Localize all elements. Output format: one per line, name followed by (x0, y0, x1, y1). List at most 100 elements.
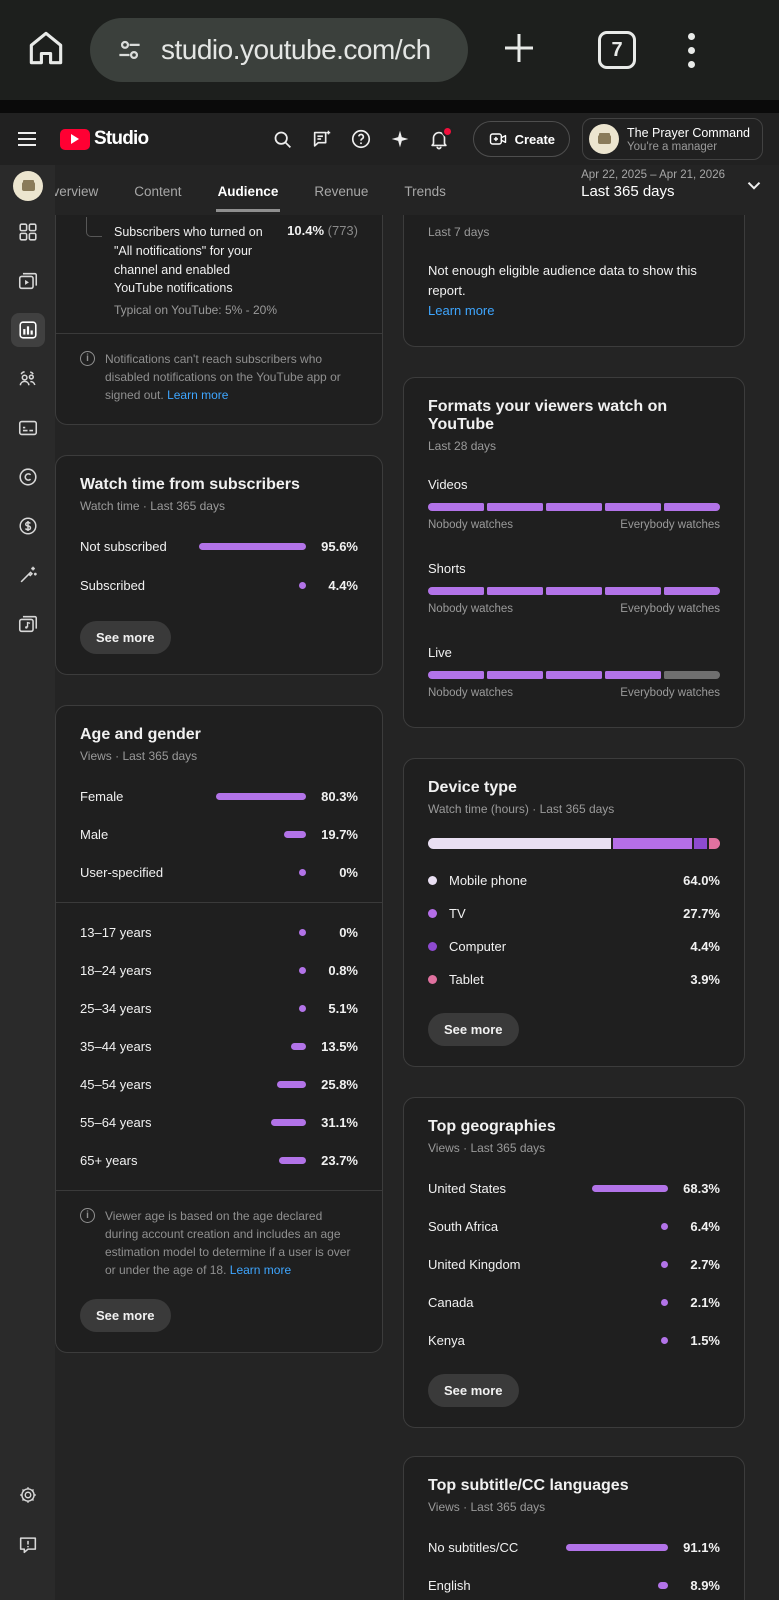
content-icon (18, 272, 37, 290)
stat-bar (283, 831, 306, 838)
stat-row: English 8.9% (428, 1578, 720, 1593)
address-bar[interactable]: studio.youtube.com/ch (90, 18, 468, 82)
see-more-button[interactable]: See more (428, 1013, 519, 1046)
search-icon (274, 131, 292, 148)
account-chip[interactable]: The Prayer Command You're a manager (582, 118, 763, 160)
create-button[interactable]: Create (472, 121, 571, 157)
gear-icon (19, 1487, 36, 1503)
tab-content[interactable]: Content (134, 183, 182, 199)
search-button[interactable] (272, 128, 294, 150)
date-range-picker[interactable]: Apr 22, 2025 – Apr 21, 2026 Last 365 day… (581, 169, 765, 200)
notifications-note: i Notifications can't reach subscribers … (80, 350, 358, 404)
card-subtitle: Last 7 days (428, 225, 490, 239)
stat-bar (658, 1582, 668, 1589)
see-more-button[interactable]: See more (80, 621, 171, 654)
stat-bar (279, 1157, 306, 1164)
formats-card: Formats your viewers watch on YouTube La… (403, 377, 745, 728)
analytics-content: Subscribers who turned on "All notificat… (55, 215, 779, 1600)
earn-icon (18, 517, 37, 535)
see-more-button[interactable]: See more (80, 1299, 171, 1332)
sidebar-item-content[interactable] (11, 264, 45, 298)
feedback-button[interactable] (311, 128, 333, 150)
stat-row: Male 19.7% (80, 827, 358, 842)
typical-range: Typical on YouTube: 5% - 20% (114, 303, 277, 317)
tab-audience[interactable]: Audience (215, 169, 281, 212)
stat-row: 25–34 years 5.1% (80, 1001, 358, 1016)
analytics-icon (18, 321, 37, 339)
stat-bar (290, 1043, 306, 1050)
legend-dot (428, 942, 437, 951)
legend-dot (428, 909, 437, 918)
account-role: You're a manager (627, 141, 718, 154)
stat-bar (660, 1223, 668, 1230)
tab-trends[interactable]: Trends (404, 183, 446, 199)
bell-icon (430, 131, 447, 150)
format-row-videos: Videos Nobody watches Everybody watches (428, 477, 720, 531)
metric-value: 10.4% (773) (287, 223, 358, 238)
sidebar-item-community[interactable] (11, 362, 45, 396)
tab-revenue[interactable]: Revenue (314, 183, 369, 199)
browser-menu-button[interactable] (688, 32, 695, 68)
menu-button[interactable] (18, 132, 36, 146)
sidebar-item-audio-library[interactable] (11, 607, 45, 641)
help-button[interactable] (350, 128, 372, 150)
tab-switcher-button[interactable]: 7 (598, 31, 636, 69)
sidebar-item-dashboard[interactable] (11, 215, 45, 249)
studio-logo[interactable]: Studio (60, 128, 149, 150)
card-subtitle: Watch time · Last 365 days (80, 499, 225, 513)
browser-home-button[interactable] (24, 26, 68, 75)
stat-bar (565, 1544, 668, 1551)
notifications-button[interactable] (428, 126, 453, 150)
empty-message: Not enough eligible audience data to sho… (428, 263, 697, 298)
copyright-icon (18, 468, 37, 486)
audio-library-icon (18, 615, 37, 633)
stat-bar (661, 1337, 668, 1344)
learn-more-link[interactable]: Learn more (167, 388, 229, 402)
sidebar-item-customization[interactable] (11, 558, 45, 592)
sidebar-item-feedback[interactable] (11, 1528, 45, 1562)
divider (56, 902, 382, 903)
see-more-button[interactable]: See more (428, 1374, 519, 1407)
sidebar-item-analytics[interactable] (10, 313, 45, 347)
stat-row: South Africa 6.4% (428, 1219, 720, 1234)
info-icon: i (80, 351, 95, 366)
channel-avatar[interactable] (13, 171, 43, 201)
sidebar-item-earn[interactable] (11, 509, 45, 543)
community-icon (19, 370, 36, 385)
sidebar-item-subtitles[interactable] (11, 411, 45, 445)
tab-overview[interactable]: Overview (55, 183, 99, 199)
stat-row: 18–24 years 0.8% (80, 963, 358, 978)
stat-bar (299, 929, 306, 936)
youtube-play-icon (60, 128, 90, 150)
card-subtitle: Views · Last 365 days (80, 749, 198, 763)
legend-row: TV 27.7% (428, 906, 720, 921)
sparkle-icon (391, 130, 408, 148)
learn-more-link[interactable]: Learn more (428, 303, 495, 318)
subtitles-icon (18, 420, 37, 436)
new-tab-button[interactable] (498, 27, 540, 74)
stat-bar (216, 793, 306, 800)
sparkle-button[interactable] (389, 128, 411, 150)
dashboard-icon (18, 223, 37, 241)
device-stacked-bar (428, 838, 720, 849)
card-title: Device type (428, 779, 517, 796)
format-meter (428, 503, 720, 511)
home-icon (29, 31, 63, 64)
format-meter (428, 671, 720, 679)
top-geographies-card: Top geographies Views · Last 365 days Un… (403, 1097, 745, 1428)
age-note: i Viewer age is based on the age declare… (80, 1207, 358, 1279)
stat-bar (271, 1119, 306, 1126)
stat-row: Canada 2.1% (428, 1295, 720, 1310)
legend-dot (428, 876, 437, 885)
stat-bar (661, 1299, 668, 1306)
format-meter (428, 587, 720, 595)
studio-header: Studio Create The Prayer Command You're … (0, 113, 779, 165)
stat-row: Not subscribed 95.6% (80, 539, 358, 554)
stat-row: Subscribed 4.4% (80, 578, 358, 593)
card-title: Formats your viewers watch on YouTube (428, 398, 668, 433)
sidebar-item-copyright[interactable] (11, 460, 45, 494)
sidebar-item-settings[interactable] (11, 1478, 45, 1512)
card-subtitle: Last 28 days (428, 439, 497, 453)
learn-more-link[interactable]: Learn more (229, 1263, 292, 1277)
subscriber-notifications-card: Subscribers who turned on "All notificat… (55, 215, 383, 425)
